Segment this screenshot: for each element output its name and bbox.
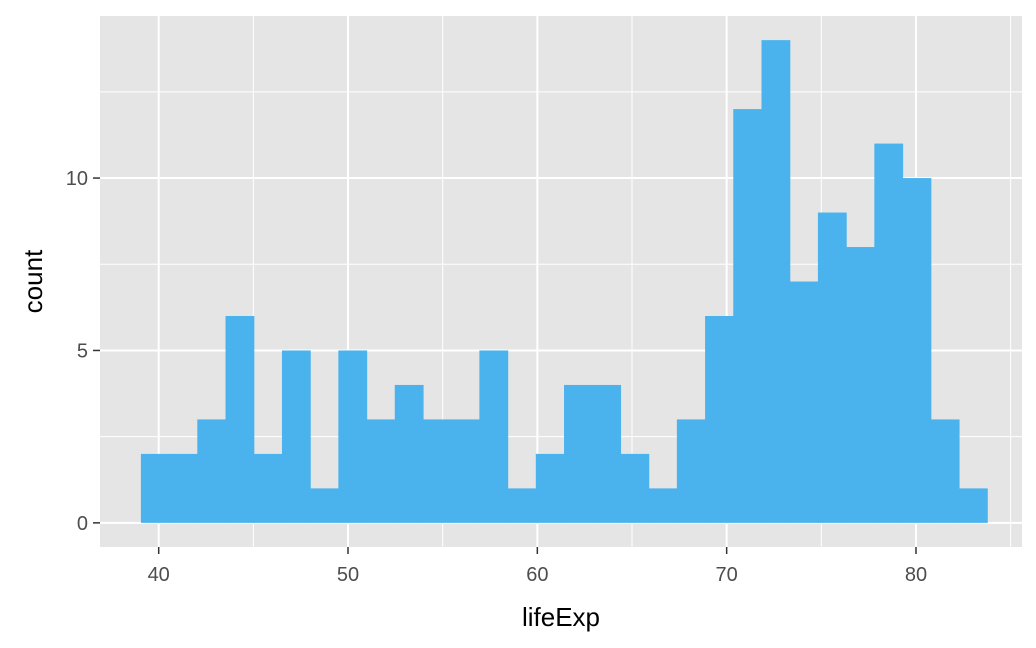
histogram-bars [140, 40, 988, 523]
histogram-bar [535, 453, 565, 523]
histogram-bar [733, 109, 763, 523]
histogram-bar [817, 212, 847, 523]
histogram-bar [366, 419, 396, 523]
histogram-bar [253, 453, 283, 523]
y-tick-label: 10 [66, 168, 88, 190]
y-tick-label: 0 [77, 513, 88, 535]
x-tick-label: 80 [905, 564, 927, 586]
histogram-bar [648, 488, 678, 523]
histogram-bar [592, 384, 622, 523]
histogram-bar [197, 419, 227, 523]
histogram-bar [846, 247, 875, 523]
histogram-bar [140, 453, 170, 523]
x-tick-label: 50 [337, 564, 359, 586]
histogram-bar [958, 488, 988, 523]
histogram-bar [169, 453, 198, 523]
histogram-bar [676, 419, 706, 523]
histogram-bar [281, 350, 311, 523]
histogram-bar [874, 143, 904, 523]
histogram-bar [761, 40, 791, 523]
histogram-bar [394, 384, 424, 523]
histogram-bar [507, 488, 537, 523]
histogram-bar [789, 281, 819, 523]
histogram-bar [620, 453, 650, 523]
histogram-bar [930, 419, 960, 523]
x-tick-label: 60 [526, 564, 548, 586]
x-axis-title: lifeExp [522, 602, 600, 632]
histogram-bar [902, 178, 932, 523]
y-axis: 0 5 10 [66, 168, 100, 535]
histogram-bar [564, 384, 593, 523]
x-axis: 40 50 60 70 80 [148, 547, 927, 586]
histogram-bar [705, 315, 734, 523]
x-tick-label: 70 [716, 564, 738, 586]
histogram-bar [451, 419, 481, 523]
histogram-bar [225, 315, 255, 523]
histogram-bar [422, 419, 452, 523]
y-axis-title: count [18, 249, 48, 313]
histogram-bar [479, 350, 509, 523]
histogram-bar [338, 350, 368, 523]
y-tick-label: 5 [77, 340, 88, 362]
histogram-bar [310, 488, 339, 523]
x-tick-label: 40 [148, 564, 170, 586]
